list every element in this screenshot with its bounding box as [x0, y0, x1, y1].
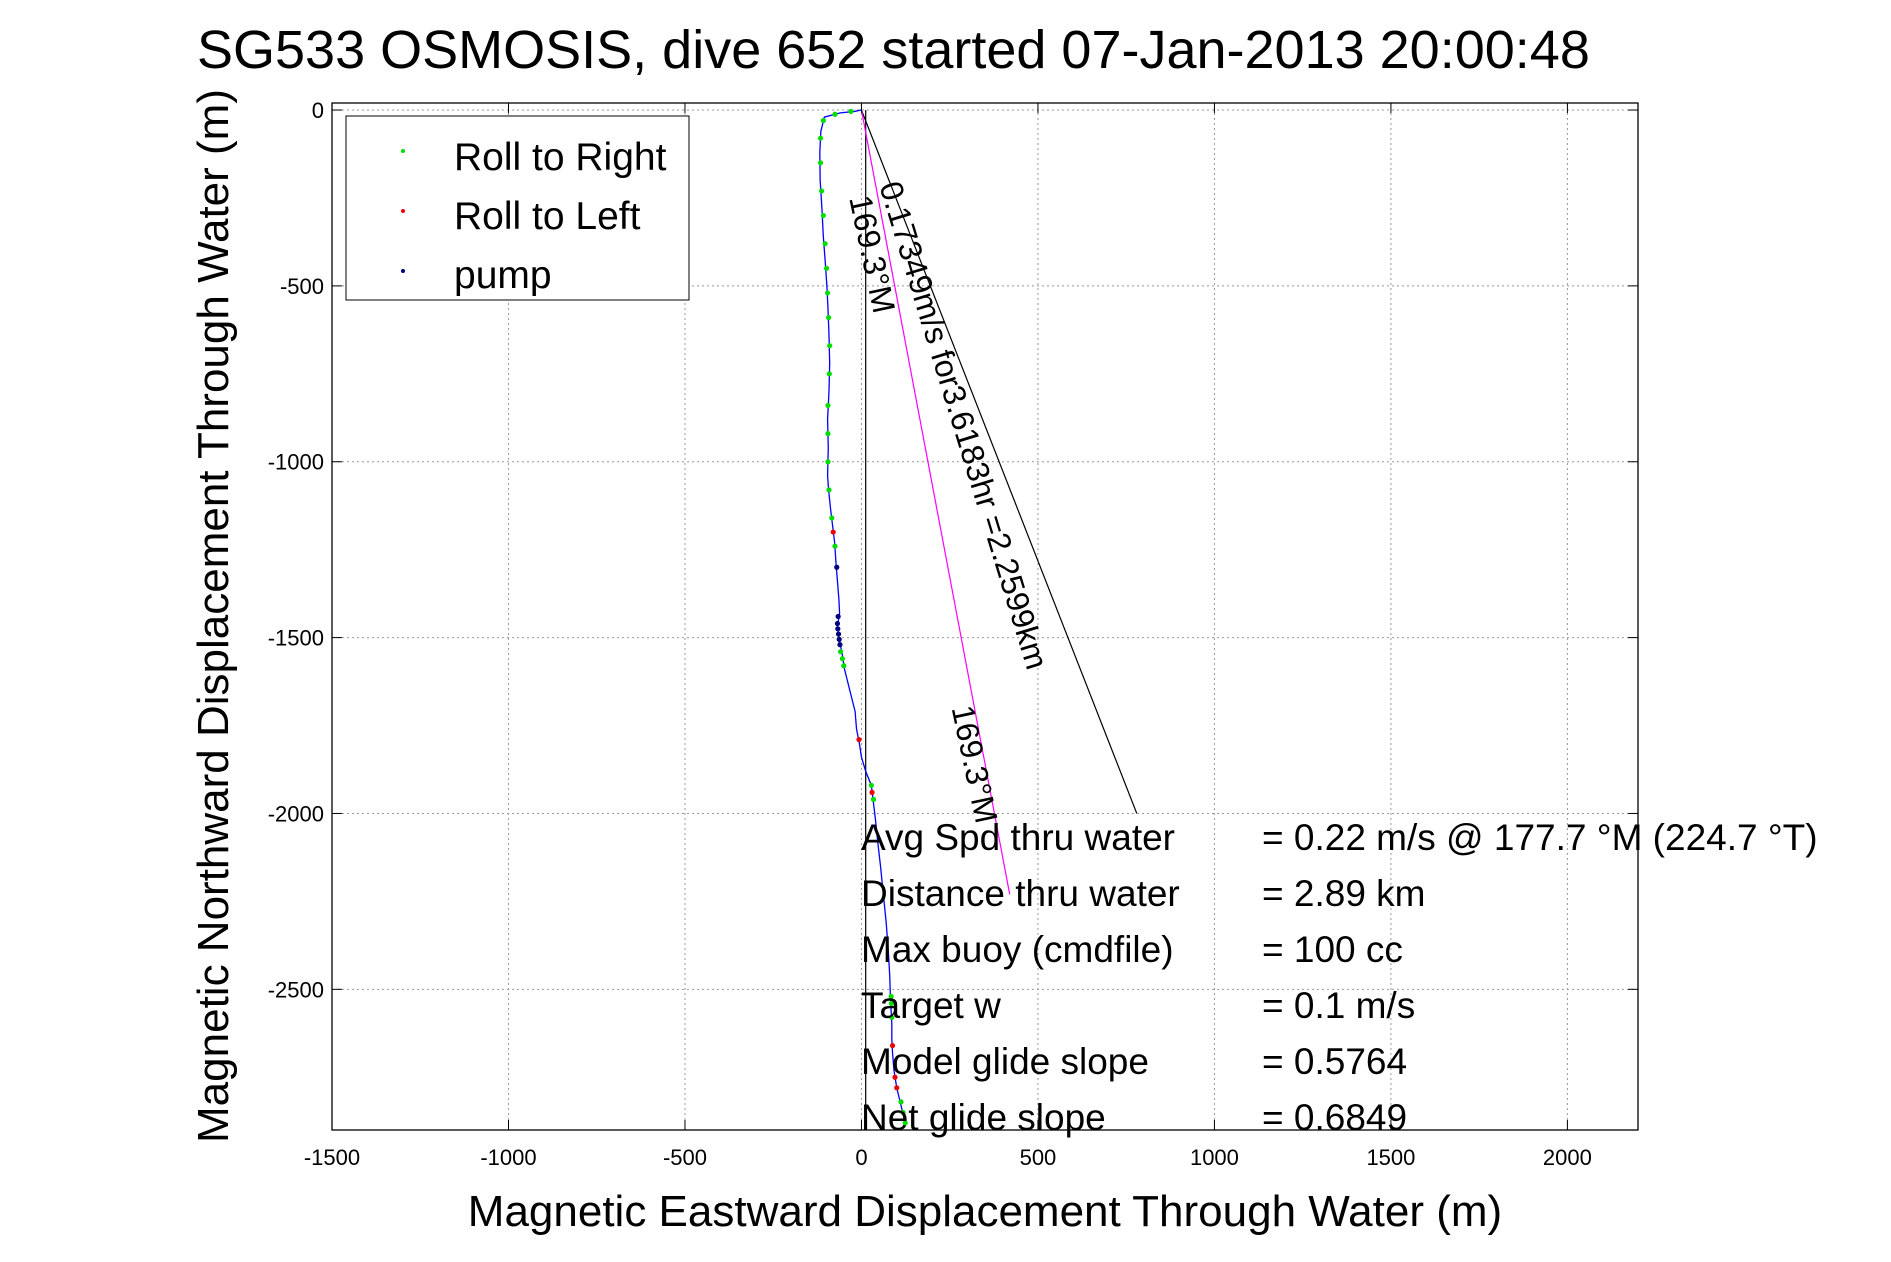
reference-lines [860, 109, 1138, 1130]
roll-right-point [817, 135, 824, 141]
roll-right-point [838, 649, 844, 655]
pump-point [835, 626, 841, 632]
y-tick-label: -1500 [268, 626, 324, 651]
x-tick-label: 1000 [1190, 1145, 1239, 1170]
x-axis-label: Magnetic Eastward Displacement Through W… [468, 1187, 1502, 1236]
y-tick-label: -1000 [268, 450, 324, 475]
roll-right-point [848, 108, 854, 115]
legend-marker-roll-left [401, 209, 405, 213]
pump-point [835, 613, 841, 620]
pump-point [834, 564, 840, 570]
stat-value: = 0.1 m/s [1262, 985, 1415, 1026]
stat-label: Model glide slope [861, 1041, 1149, 1082]
roll-right-point [868, 782, 874, 788]
roll-right-point [889, 1014, 895, 1021]
roll-right-point [817, 160, 824, 166]
roll-right-point [825, 431, 831, 437]
roll-right-point [826, 371, 832, 377]
roll-right-point [841, 663, 847, 669]
y-tick-label: -2500 [268, 977, 324, 1002]
roll-right-point [822, 241, 828, 247]
roll-right-point [818, 188, 825, 194]
legend-label-roll-right: Roll to Right [454, 136, 667, 179]
legend: Roll to Right Roll to Left pump [345, 115, 690, 301]
chart-title: SG533 OSMOSIS, dive 652 started 07-Jan-2… [197, 20, 1590, 80]
y-tick-label: -500 [280, 274, 324, 299]
roll-right-point [888, 993, 894, 999]
pump-point [835, 631, 842, 637]
stat-value: = 0.22 m/s @ 177.7 °M (224.7 °T) [1262, 817, 1818, 858]
legend-marker-roll-right [401, 149, 405, 153]
roll-right-point [826, 314, 832, 321]
black-ray [860, 109, 1138, 814]
legend-label-roll-left: Roll to Left [454, 195, 641, 238]
stat-label: Max buoy (cmdfile) [861, 929, 1174, 970]
roll-right-point [888, 1000, 895, 1006]
ticks: -1500 -1000 -500 0 500 1000 1500 2000 0 -500 -1000… [268, 98, 1638, 1170]
x-tick-label: 500 [1020, 1145, 1057, 1170]
markers [817, 108, 908, 1126]
plot-frame [331, 102, 1639, 1131]
roll-left-point [856, 736, 862, 743]
roll-right-point [870, 796, 877, 802]
roll-left-point [894, 1085, 900, 1091]
x-tick-label: 0 [855, 1145, 867, 1170]
x-tick-label: 2000 [1543, 1145, 1592, 1170]
legend-label-pump: pump [454, 254, 552, 297]
roll-left-point [892, 1074, 898, 1080]
x-tick-label: -500 [663, 1145, 707, 1170]
roll-right-point [820, 212, 826, 219]
x-tick-label: -1000 [480, 1145, 536, 1170]
stat-value: = 0.6849 [1262, 1097, 1407, 1138]
x-tick-label: 1500 [1366, 1145, 1415, 1170]
roll-right-point [839, 656, 845, 662]
magenta-line [860, 109, 1011, 895]
stat-label: Avg Spd thru water [861, 817, 1175, 858]
y-tick-label: -2000 [268, 801, 324, 826]
roll-right-point [826, 487, 832, 493]
pump-point [837, 642, 843, 648]
roll-right-point [900, 1109, 906, 1116]
roll-left-point [889, 1042, 896, 1049]
roll-right-point [825, 459, 831, 465]
roll-right-point [829, 515, 835, 521]
stat-value: = 0.5764 [1262, 1041, 1407, 1082]
roll-right-point [824, 290, 831, 296]
roll-right-point [823, 265, 830, 271]
stat-label: Distance thru water [861, 873, 1180, 914]
stats-panel: Avg Spd thru water = 0.22 m/s @ 177.7 °M … [861, 817, 1818, 1138]
pump-point [834, 620, 841, 627]
roll-right-point [898, 1099, 904, 1105]
roll-right-point [820, 117, 826, 124]
roll-right-point [902, 1120, 908, 1126]
roll-left-point [830, 529, 836, 535]
stat-value: = 2.89 km [1262, 873, 1426, 914]
stat-label: Target w [861, 985, 1001, 1026]
y-tick-label: 0 [312, 98, 324, 123]
stat-value: = 100 cc [1262, 929, 1403, 970]
legend-marker-pump [401, 269, 405, 273]
stat-label: Net glide slope [861, 1097, 1106, 1138]
roll-left-point [869, 789, 875, 795]
y-axis-label: Magnetic Northward Displacement Through … [189, 89, 238, 1143]
x-tick-label: -1500 [304, 1145, 360, 1170]
roll-right-point [832, 111, 838, 117]
roll-right-point [825, 402, 831, 409]
roll-right-point [827, 343, 833, 349]
roll-right-point [832, 543, 838, 549]
pump-point [836, 636, 842, 642]
